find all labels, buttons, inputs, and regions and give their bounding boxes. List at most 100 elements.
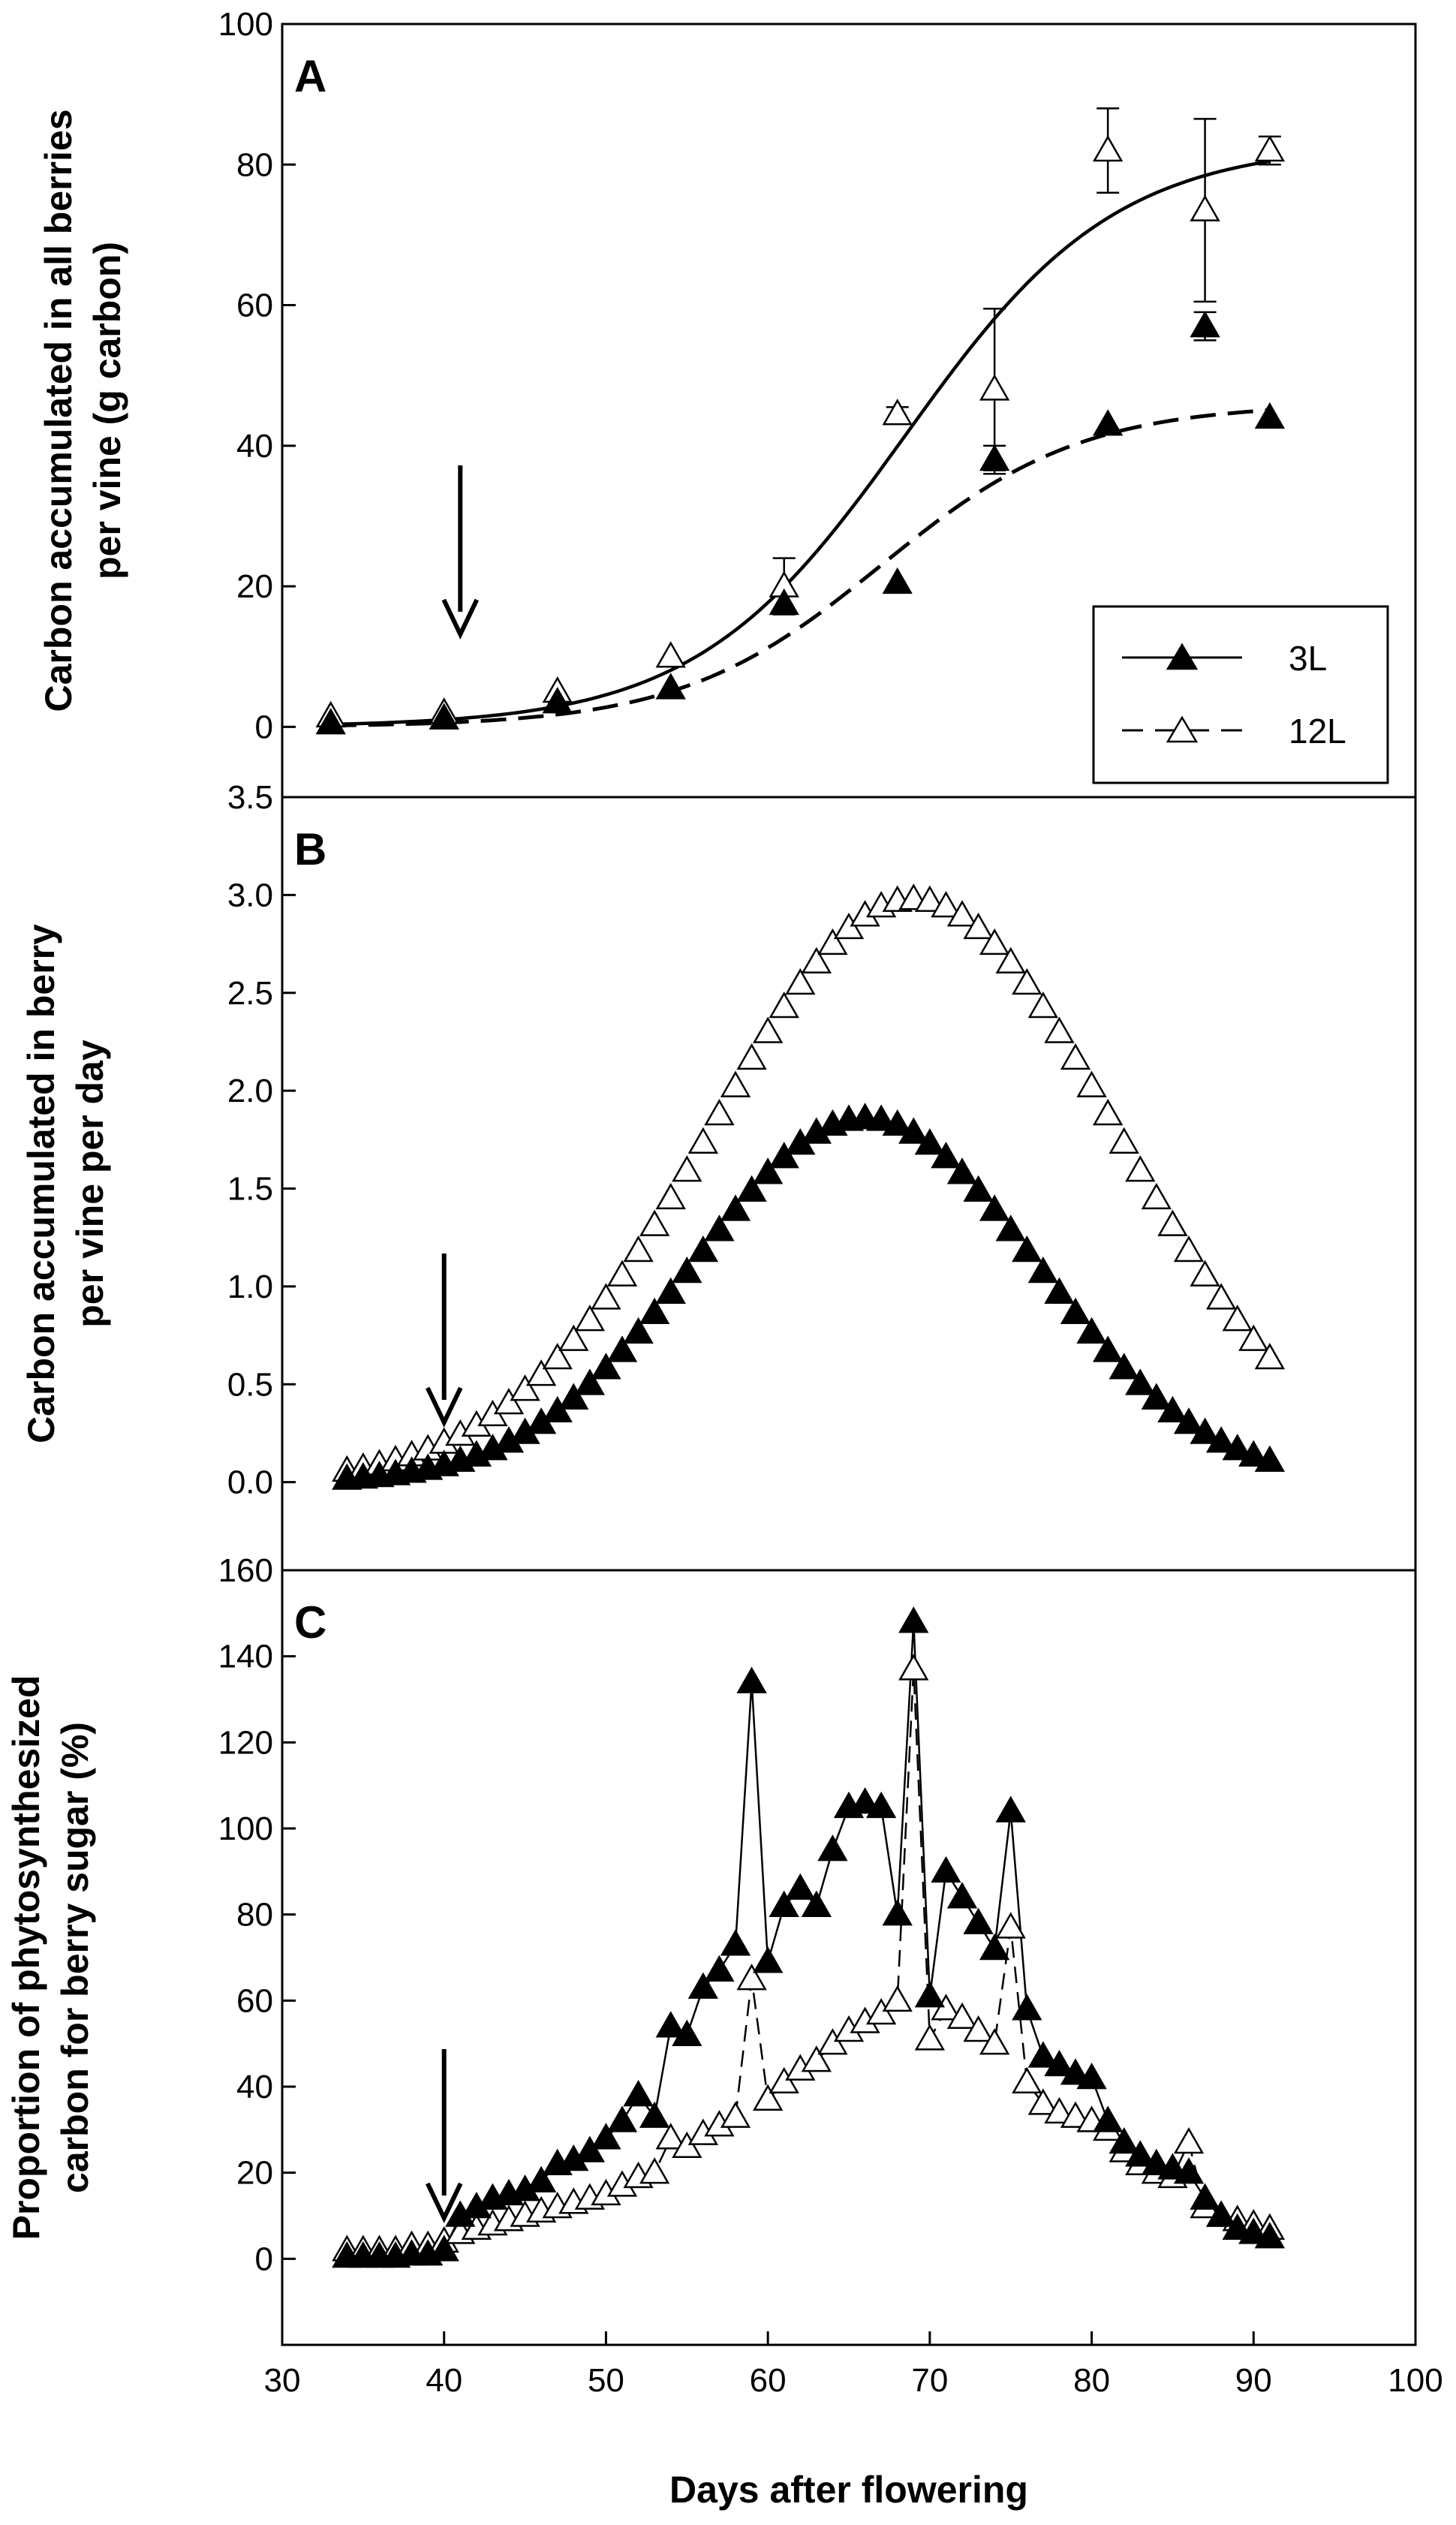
marker-3l — [672, 1256, 702, 1284]
y-axis-title-a-line2: per vine (g carbon) — [86, 242, 128, 579]
y-tick-label: 0 — [255, 709, 273, 745]
x-tick-label: 30 — [264, 2362, 301, 2399]
ticks-layer: 30 40 50 60 70 80 90 100 0 20 40 60 80 100 0.0 0.5 1.0 1.… — [218, 6, 1443, 2399]
marker-3l — [1076, 1317, 1107, 1344]
x-tick-label: 90 — [1235, 2362, 1272, 2399]
marker-3l — [558, 1383, 589, 1410]
marker-3l — [882, 567, 913, 594]
fit-dashed — [330, 408, 1271, 728]
marker-12l — [931, 1994, 961, 2021]
y-tick-label: 120 — [218, 1724, 273, 1761]
marker-3l — [801, 1890, 832, 1917]
marker-12l — [1222, 1305, 1253, 1332]
marker-3l — [1027, 1256, 1059, 1284]
y-axis-title-c-line1: Proportion of phytosynthesized — [5, 1675, 47, 2241]
legend-12l-marker — [1166, 715, 1199, 743]
marker-3l — [1044, 2049, 1075, 2077]
marker-3l — [865, 1104, 897, 1131]
marker-3l — [1222, 1434, 1253, 1461]
marker-12l — [1092, 135, 1124, 162]
marker-12l — [542, 1343, 573, 1370]
marker-12l — [785, 968, 816, 995]
marker-3l — [525, 2165, 557, 2192]
marker-3l — [1254, 1445, 1286, 1472]
marker-12l — [801, 946, 832, 974]
marker-12l — [1092, 1098, 1124, 1126]
marker-3l — [1060, 2058, 1091, 2085]
marker-12l — [1238, 1324, 1269, 1351]
marker-3l — [429, 703, 459, 730]
marker-3l — [720, 1194, 751, 1221]
marker-12l — [736, 1043, 767, 1070]
marker-3l — [1222, 2213, 1253, 2240]
marker-3l — [898, 1606, 929, 1633]
y-tick-label: 2.0 — [227, 1073, 273, 1109]
marker-12l — [946, 900, 978, 927]
marker-12l — [1141, 1182, 1172, 1210]
marker-3l — [574, 1368, 606, 1395]
marker-12l — [672, 2131, 702, 2159]
marker-12l — [1109, 1127, 1139, 1154]
marker-12l — [979, 374, 1010, 401]
marker-3l — [704, 1955, 735, 1982]
y-tick-label: 0.5 — [227, 1366, 273, 1403]
marker-3l — [1205, 1426, 1237, 1453]
marker-3l — [542, 1395, 573, 1423]
marker-12l — [1027, 2088, 1059, 2115]
marker-12l — [946, 2002, 978, 2030]
marker-12l — [1190, 194, 1220, 221]
marker-12l — [865, 1998, 897, 2025]
marker-3l — [769, 1890, 799, 1917]
panel-letter-a: A — [294, 51, 326, 101]
marker-3l — [1012, 1235, 1042, 1262]
marker-12l — [995, 946, 1026, 974]
marker-12l — [558, 1324, 589, 1351]
marker-12l — [720, 1070, 751, 1097]
marker-3l — [591, 1353, 621, 1380]
marker-12l — [1027, 991, 1059, 1019]
y-tick-label: 0 — [255, 2241, 273, 2277]
y-axis-title-a-line1: Carbon accumulated in all berries — [38, 109, 80, 712]
y-tick-label: 60 — [236, 287, 273, 324]
y-tick-label: 20 — [236, 568, 273, 605]
y-tick-label: 3.5 — [227, 779, 273, 816]
marker-3l — [979, 444, 1010, 471]
marker-3l — [865, 1791, 897, 1819]
x-tick-label: 80 — [1073, 2362, 1110, 2399]
x-tick-label: 60 — [750, 2362, 787, 2399]
fit-solid — [330, 159, 1271, 727]
marker-3l — [1092, 409, 1124, 436]
marker-3l — [655, 673, 686, 700]
y-tick-label: 160 — [218, 1552, 273, 1589]
marker-3l — [542, 687, 573, 714]
marker-12l — [1076, 1070, 1107, 1097]
marker-12l — [623, 1235, 654, 1262]
marker-12l — [1173, 2127, 1205, 2154]
marker-12l — [687, 1127, 719, 1154]
y-tick-label: 0.0 — [227, 1464, 273, 1501]
y-tick-label: 1.5 — [227, 1171, 273, 1208]
marker-12l — [979, 928, 1010, 956]
y-axis-title-c: Proportion of phytosynthesized carbon fo… — [5, 1675, 96, 2241]
y-axis-title-b-line2: per vine per day — [69, 1040, 111, 1328]
marker-3l — [606, 2105, 638, 2132]
marker-12l — [1254, 1343, 1286, 1370]
marker-12l — [752, 1016, 784, 1043]
x-tick-label: 70 — [911, 2362, 948, 2399]
marker-3l — [1141, 2148, 1172, 2175]
marker-3l — [315, 708, 346, 735]
marker-12l — [1190, 1259, 1220, 1287]
marker-12l — [979, 2028, 1010, 2055]
arrow-head — [426, 2182, 463, 2223]
y-axis-title-b-line1: Carbon accumulated in berry — [20, 924, 62, 1443]
marker-3l — [639, 1297, 670, 1325]
marker-3l — [1109, 2127, 1139, 2154]
legend-3l-label: 3L — [1289, 639, 1327, 678]
marker-3l — [687, 1972, 719, 1999]
y-tick-label: 2.5 — [227, 975, 273, 1012]
marker-3l — [655, 2011, 686, 2038]
x-tick-label: 40 — [426, 2362, 462, 2399]
y-tick-label: 1.0 — [227, 1269, 273, 1305]
marker-12l — [1060, 1043, 1091, 1070]
